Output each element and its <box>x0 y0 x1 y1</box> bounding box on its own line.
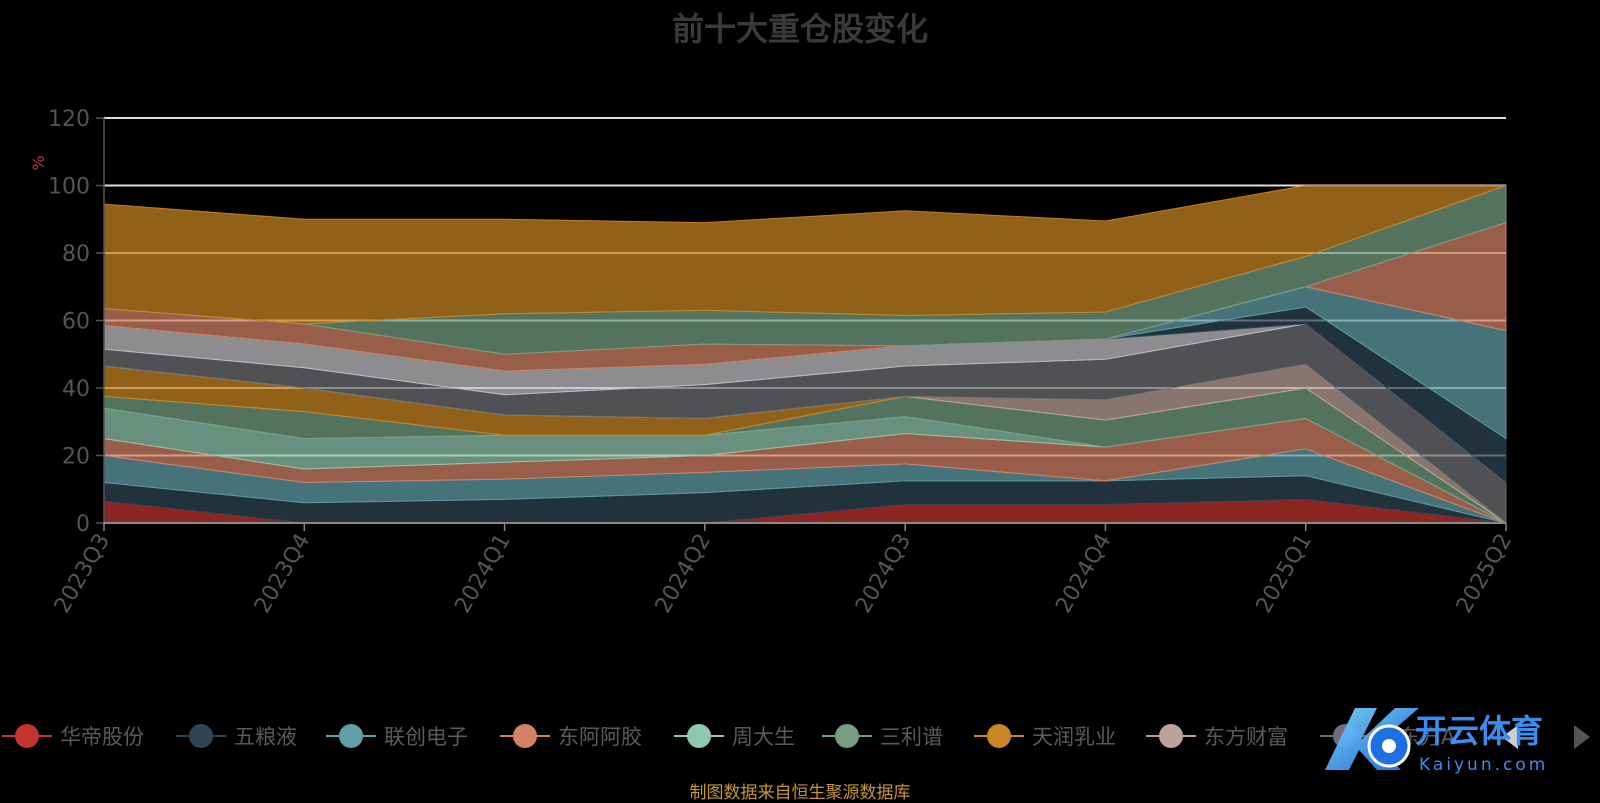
legend-marker-dot <box>987 724 1011 748</box>
legend-item[interactable]: 天润乳业 <box>974 718 1116 754</box>
legend-label: 天润乳业 <box>1032 725 1116 749</box>
x-tick-label: 2024Q1 <box>450 530 515 618</box>
legend-label: 五粮液 <box>234 725 297 749</box>
legend-label: 东阿阿胶 <box>558 725 642 749</box>
y-tick-label: 20 <box>62 445 90 470</box>
x-tick-label: 2025Q2 <box>1452 530 1517 618</box>
legend-marker-dot <box>835 724 859 748</box>
legend-marker-dot <box>1159 724 1183 748</box>
legend-prev-arrow-icon[interactable] <box>1502 725 1518 749</box>
legend-item[interactable]: 东阿阿胶 <box>500 718 642 754</box>
legend-marker-dot <box>339 724 363 748</box>
legend-item[interactable]: 东方财富 <box>1146 718 1288 754</box>
legend-marker-dot <box>189 724 213 748</box>
chart-title: 前十大重仓股变化 <box>671 10 928 48</box>
legend-marker-icon <box>326 718 376 754</box>
legend[interactable]: 华帝股份 五粮液 联创电子 东阿阿胶 周大生 三利谱 天润乳业 东方财富 京东方A <box>0 718 1600 758</box>
x-tick-label: 2024Q2 <box>651 530 716 618</box>
y-tick-label: 60 <box>62 310 90 335</box>
legend-label: 东方财富 <box>1204 725 1288 749</box>
legend-marker-icon <box>176 718 226 754</box>
y-tick-label: 0 <box>76 512 90 537</box>
legend-label: 华帝股份 <box>60 725 144 749</box>
legend-pager[interactable] <box>1500 720 1590 754</box>
legend-marker-dot <box>687 724 711 748</box>
legend-item[interactable]: 华帝股份 <box>2 718 144 754</box>
legend-item[interactable]: 五粮液 <box>176 718 297 754</box>
legend-marker-icon <box>674 718 724 754</box>
y-tick-label: 100 <box>48 175 90 200</box>
stacked-areas <box>103 184 1507 525</box>
legend-label: 周大生 <box>732 725 795 749</box>
legend-item[interactable]: 周大生 <box>674 718 795 754</box>
legend-marker-icon <box>1146 718 1196 754</box>
kaiyun-logo-watermark: 开云体育 Kaiyun.com <box>1325 708 1548 775</box>
legend-marker-dot <box>513 724 537 748</box>
x-tick-label: 2023Q3 <box>50 530 115 618</box>
legend-label: 联创电子 <box>384 725 468 749</box>
legend-marker-icon <box>2 718 52 754</box>
svg-text:开云体育: 开云体育 <box>1415 712 1543 750</box>
legend-label: 三利谱 <box>880 725 943 749</box>
source-note: 制图数据来自恒生聚源数据库 <box>689 783 911 803</box>
legend-marker-dot <box>15 724 39 748</box>
x-tick-label: 2023Q4 <box>250 530 315 618</box>
legend-marker-icon <box>500 718 550 754</box>
y-tick-label: 120 <box>48 107 90 132</box>
svg-text:Kaiyun.com: Kaiyun.com <box>1419 755 1548 775</box>
area-series-14[interactable] <box>103 185 1507 325</box>
y-tick-label: 40 <box>62 377 90 402</box>
legend-marker-icon <box>974 718 1024 754</box>
y-axis-label: % <box>29 155 48 170</box>
legend-item[interactable]: 联创电子 <box>326 718 468 754</box>
x-tick-label: 2024Q3 <box>851 530 916 618</box>
x-tick-label: 2025Q1 <box>1252 530 1317 618</box>
legend-item[interactable]: 三利谱 <box>822 718 943 754</box>
x-tick-label: 2024Q4 <box>1051 530 1116 618</box>
y-tick-label: 80 <box>62 242 90 267</box>
legend-next-arrow-icon[interactable] <box>1574 725 1590 749</box>
legend-marker-icon <box>822 718 872 754</box>
area-chart: 0 20 40 60 80 100 120 2023Q3 2023Q4 2024Q1 2024Q2 2… <box>29 107 1517 618</box>
